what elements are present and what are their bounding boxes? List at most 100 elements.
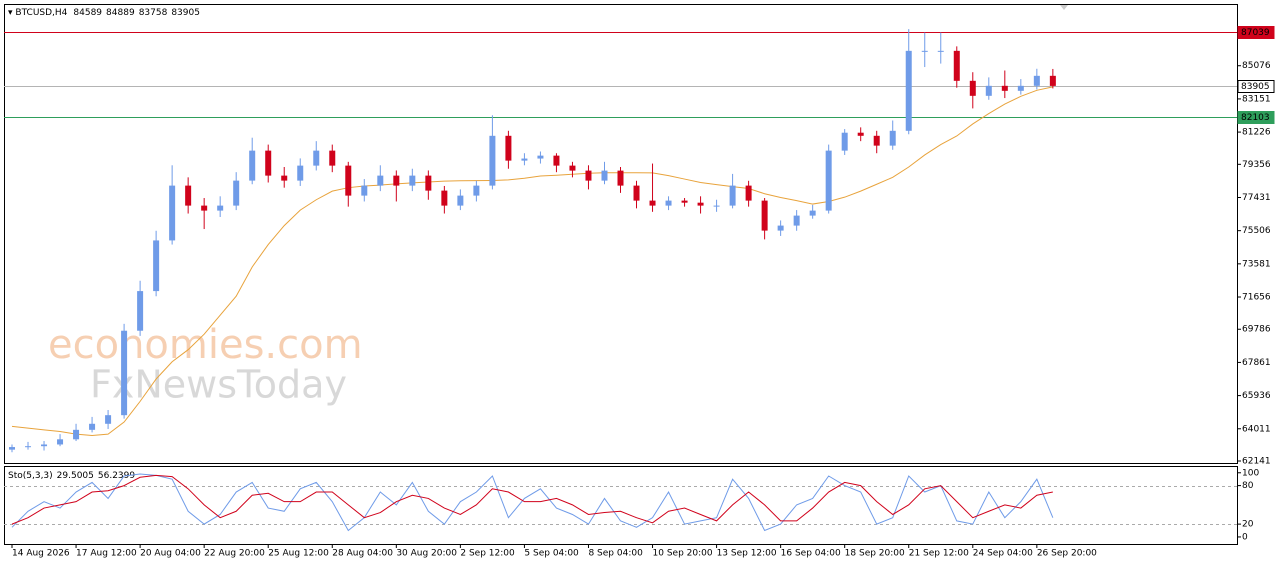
- y-tick-label: 71656: [1242, 293, 1271, 303]
- candle-body: [825, 150, 832, 211]
- candle-body: [953, 50, 960, 81]
- candle-body: [105, 415, 112, 424]
- x-tick-label: 17 Aug 12:00: [76, 549, 137, 559]
- stochastic-line: [11, 474, 1053, 525]
- candle-body: [649, 200, 656, 206]
- y-tick-label: 0: [1242, 532, 1248, 542]
- level-label-box: [1237, 26, 1275, 39]
- candle-body: [441, 190, 448, 206]
- candle-body: [297, 165, 304, 181]
- candle-body: [345, 165, 352, 196]
- candle-body: [729, 185, 736, 206]
- candle-body: [153, 240, 160, 292]
- candle-body: [1049, 75, 1056, 86]
- watermark: economies.com: [48, 322, 363, 368]
- x-tick-label: 30 Aug 20:00: [396, 549, 457, 559]
- candle-body: [633, 185, 640, 201]
- candle-body: [1033, 75, 1040, 86]
- candle-body: [745, 185, 752, 201]
- level-label: 83905: [1241, 82, 1270, 92]
- candle-body: [89, 423, 96, 430]
- x-tick-label: 16 Sep 04:00: [781, 549, 841, 559]
- candle-body: [905, 50, 912, 131]
- candle-body: [9, 447, 16, 450]
- level-label: 87039: [1241, 28, 1270, 38]
- candle-body: [313, 150, 320, 166]
- close: 83905: [171, 8, 200, 18]
- candle-body: [185, 185, 192, 206]
- candle-body: [169, 185, 176, 241]
- k-value: 29.5005: [57, 471, 94, 481]
- x-tick-label: 21 Sep 12:00: [909, 549, 969, 559]
- candle-body: [809, 210, 816, 216]
- candle-body: [249, 150, 256, 181]
- x-tick-label: 28 Aug 04:00: [332, 549, 393, 559]
- high: 84889: [106, 8, 135, 18]
- level-label: 82103: [1241, 113, 1270, 123]
- x-tick-label: 25 Aug 12:00: [268, 549, 329, 559]
- x-tick-label: 26 Sep 20:00: [1037, 549, 1097, 559]
- candle-body: [585, 170, 592, 181]
- y-tick-label: 79356: [1242, 160, 1271, 170]
- y-tick-label: 67861: [1242, 358, 1271, 368]
- candle-body: [329, 150, 336, 166]
- candle-body: [665, 200, 672, 206]
- x-tick-label: 18 Sep 20:00: [845, 549, 905, 559]
- candle-body: [857, 132, 864, 136]
- candle-body: [601, 170, 608, 181]
- candle-body: [841, 132, 848, 151]
- candle-body: [265, 150, 272, 176]
- candle-body: [57, 439, 64, 445]
- y-tick-label: 69786: [1242, 325, 1271, 335]
- candle-body: [1001, 85, 1008, 91]
- candle-body: [25, 446, 32, 448]
- y-tick-label: 65936: [1242, 391, 1271, 401]
- candle-body: [121, 330, 128, 416]
- watermark: FxNewsToday: [90, 363, 347, 407]
- candle-body: [617, 170, 624, 186]
- y-tick-label: 100: [1242, 468, 1259, 478]
- level-label-box: [1237, 80, 1275, 93]
- main-panel: [4, 4, 1238, 464]
- candle-body: [377, 175, 384, 186]
- collapse-icon: ▾: [8, 8, 15, 18]
- candle-body: [217, 205, 224, 211]
- y-tick-label: 64011: [1242, 424, 1271, 434]
- candle-body: [697, 202, 704, 206]
- y-tick-label: 85076: [1242, 61, 1271, 71]
- x-tick-label: 22 Aug 20:00: [204, 549, 265, 559]
- candle-body: [521, 158, 528, 161]
- candle-body: [569, 165, 576, 171]
- candle-body: [969, 80, 976, 96]
- candle-body: [985, 85, 992, 96]
- open: 84589: [73, 8, 102, 18]
- candle-body: [425, 175, 432, 191]
- symbol: BTCUSD,H4: [15, 8, 67, 18]
- y-tick-label: 73581: [1242, 259, 1271, 269]
- candle-body: [761, 200, 768, 231]
- candle-body: [409, 175, 416, 186]
- y-tick-label: 62141: [1242, 457, 1271, 467]
- candle-body: [201, 205, 208, 211]
- x-tick-label: 2 Sep 12:00: [460, 549, 515, 559]
- candle-body: [937, 50, 944, 52]
- candle-body: [73, 429, 80, 440]
- x-tick-label: 20 Aug 04:00: [140, 549, 201, 559]
- d-value: 56.2399: [98, 471, 135, 481]
- y-tick-label: 81226: [1242, 128, 1271, 138]
- y-tick-label: 20: [1242, 520, 1254, 530]
- x-tick-label: 24 Sep 04:00: [973, 549, 1033, 559]
- sub-panel: [4, 466, 1238, 545]
- level-label-box: [1237, 111, 1275, 124]
- y-tick-label: 80: [1242, 481, 1254, 491]
- y-tick-label: 77431: [1242, 193, 1271, 203]
- candle-body: [393, 175, 400, 186]
- candle-body: [793, 215, 800, 226]
- indicator-name: Sto(5,3,3): [8, 471, 53, 481]
- indicator-header: Sto(5,3,3) 29.5005 56.2399: [8, 471, 135, 481]
- candle-body: [777, 225, 784, 231]
- moving-average: [11, 86, 1053, 437]
